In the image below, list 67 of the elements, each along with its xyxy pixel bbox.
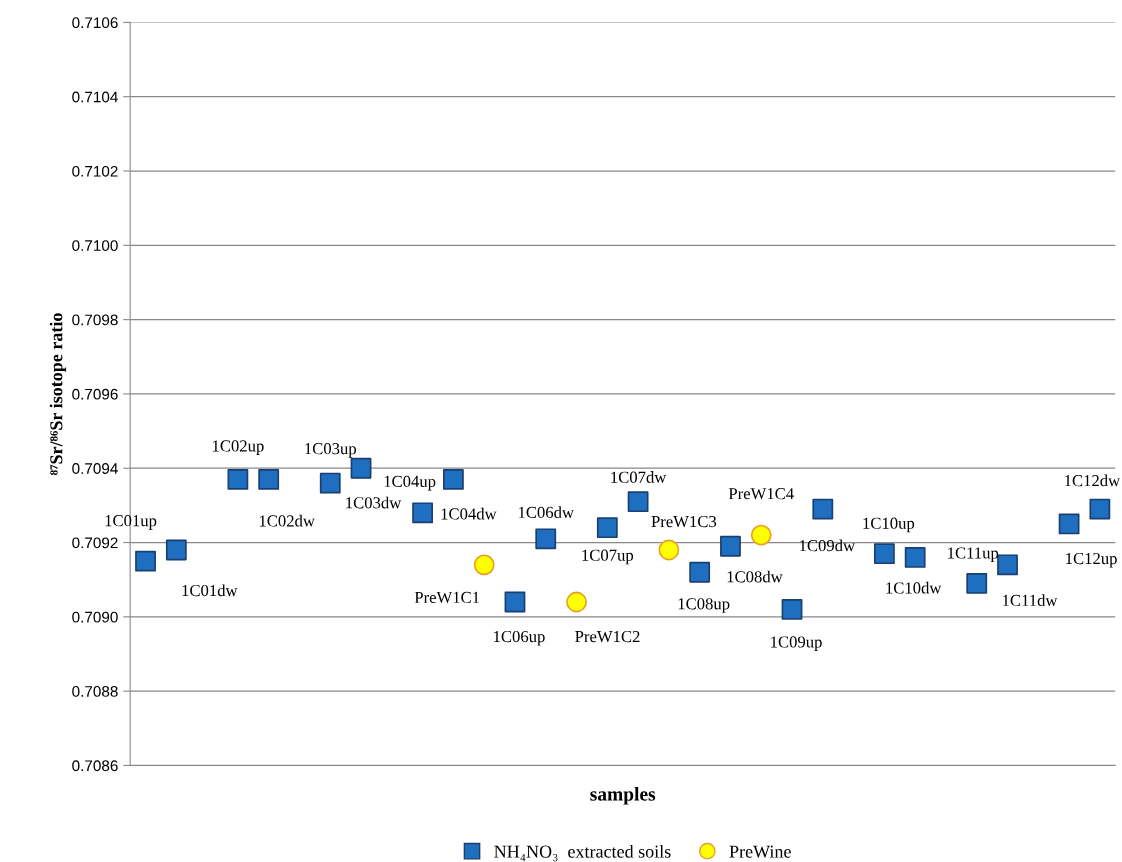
annotation: 1C10up	[863, 517, 915, 533]
annotation: 1C03dw	[346, 496, 402, 509]
legend-label: NH₄NO₃ extracted soils	[494, 844, 671, 862]
annotation: 1C03up	[305, 443, 356, 458]
annotation: 1C11dw	[1003, 594, 1058, 607]
annotation: 1C04dw	[441, 507, 497, 520]
x-axis-title: samples	[590, 786, 656, 805]
y-tick-label: 0.7104	[72, 91, 118, 103]
point	[473, 554, 495, 576]
annotation: 1C07dw	[611, 471, 667, 483]
point	[412, 502, 434, 524]
y-tick-label: 0.7086	[72, 760, 118, 772]
annotation: 1C10dw	[886, 581, 942, 594]
y-axis-title: ⁸⁷Sr/⁸⁶Sr isotope ratio	[49, 313, 67, 476]
point	[750, 524, 772, 546]
annotation: PreW1C3	[651, 515, 717, 528]
annotation: 1C09up	[771, 636, 822, 651]
annotation: 1C01dw	[182, 584, 238, 597]
y-tick-label: 0.7088	[72, 686, 118, 697]
point	[504, 591, 526, 613]
y-tick-label: 0.7094	[72, 463, 118, 474]
annotation: 1C08up	[678, 598, 730, 613]
point	[566, 591, 587, 613]
point	[135, 550, 156, 572]
y-tick-label: 0.7090	[72, 611, 118, 623]
point	[658, 539, 680, 561]
point	[781, 599, 803, 620]
annotation: 1C02dw	[259, 514, 315, 527]
annotation: 1C12dw	[1065, 474, 1121, 487]
point	[442, 468, 464, 490]
annotation: 1C04up	[384, 475, 436, 491]
legend-label: PreWine	[729, 845, 791, 858]
point	[1089, 498, 1111, 520]
annotation: PreW1C2	[575, 630, 640, 643]
y-tick-label: 0.7098	[72, 314, 118, 326]
annotation: 1C11up	[948, 547, 999, 562]
annotation: 1C07up	[582, 549, 634, 565]
point	[227, 468, 249, 490]
point	[812, 498, 834, 520]
point	[258, 468, 280, 490]
annotation: 1C09dw	[800, 539, 855, 552]
point	[350, 457, 372, 479]
point	[627, 491, 649, 513]
point	[1058, 513, 1080, 535]
annotation: 1C06up	[494, 630, 545, 646]
point	[165, 539, 187, 561]
annotation: 1C01up	[105, 515, 157, 530]
y-tick-label: 0.7102	[72, 165, 118, 177]
annotation: 1C12up	[1066, 552, 1117, 568]
point	[720, 535, 741, 557]
point	[535, 528, 557, 550]
point	[904, 546, 926, 568]
point	[319, 472, 341, 494]
point	[596, 517, 618, 539]
y-tick-label: 0.7100	[72, 240, 118, 252]
point	[873, 543, 895, 565]
annotation: PreW1C4	[728, 488, 794, 500]
annotation: 1C06dw	[518, 506, 574, 518]
y-tick-label: 0.7092	[72, 537, 118, 549]
annotation: 1C08dw	[727, 570, 783, 583]
annotation: PreW1C1	[414, 591, 480, 604]
point	[966, 573, 988, 594]
point	[997, 554, 1018, 576]
y-tick-label: 0.7106	[72, 17, 118, 29]
y-tick-label: 0.7096	[72, 388, 118, 400]
annotation: 1C02up	[212, 440, 264, 455]
point	[689, 561, 711, 583]
